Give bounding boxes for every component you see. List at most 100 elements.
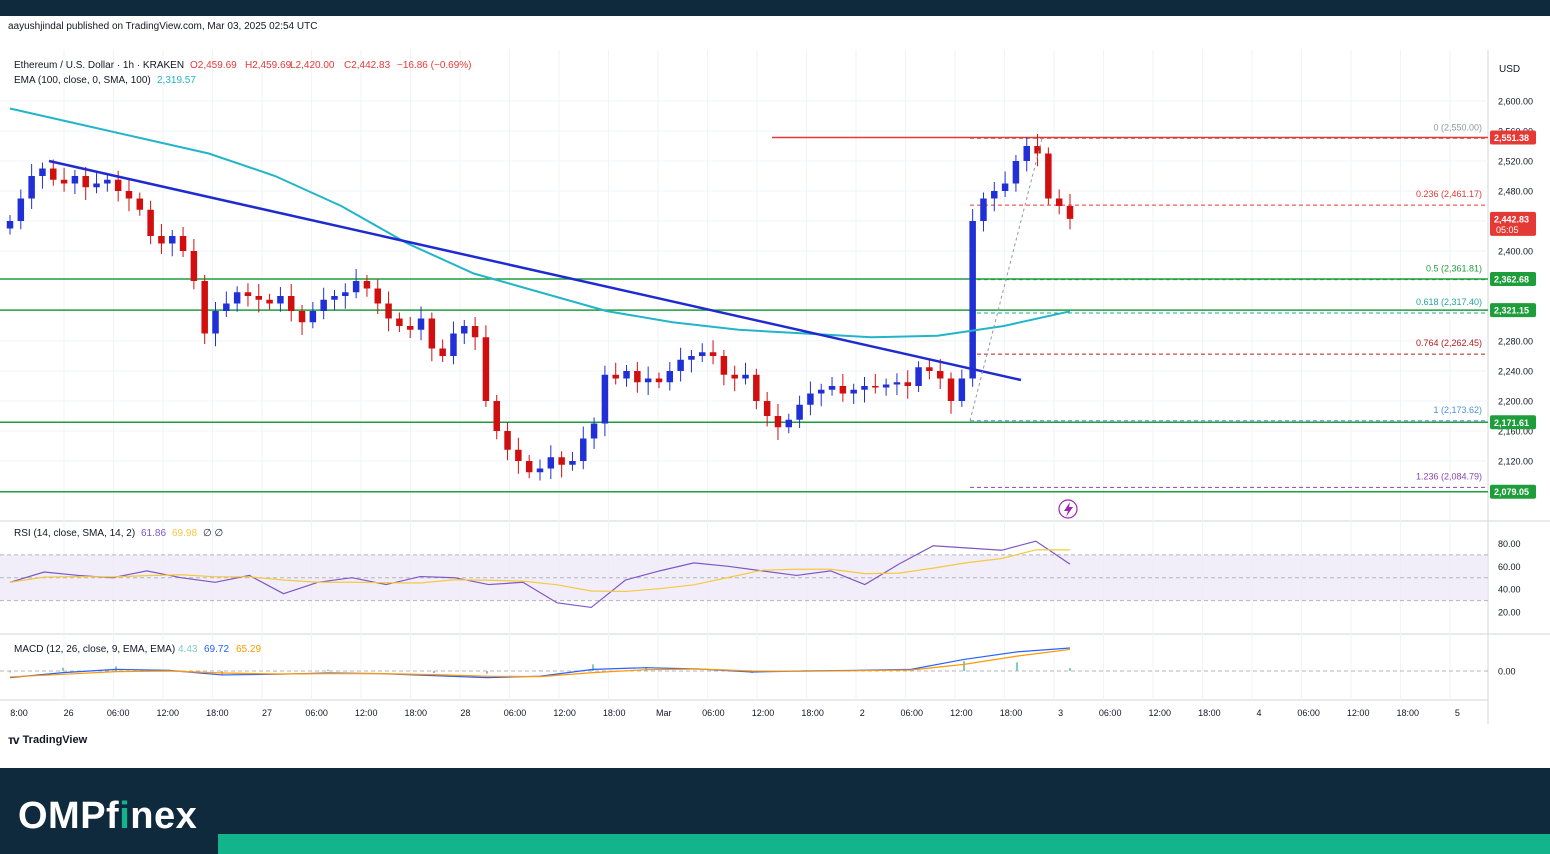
time-tick-label: 06:00 xyxy=(901,708,924,718)
candle-body xyxy=(190,251,198,281)
candle-body xyxy=(1023,146,1030,161)
tradingview-mark-icon: ᴛᴠ xyxy=(8,733,20,747)
time-tick-label: 26 xyxy=(64,708,74,718)
candle-body xyxy=(688,356,695,360)
currency-label[interactable]: USD xyxy=(1499,64,1520,75)
time-tick-label: 18:00 xyxy=(603,708,626,718)
legend-open: O2,459.69 xyxy=(190,60,237,71)
price-tag-countdown: 05:05 xyxy=(1496,225,1519,235)
candle-body xyxy=(309,311,317,323)
candle-body xyxy=(223,303,230,311)
candle-body xyxy=(320,299,327,311)
macd-histogram-bar xyxy=(1016,662,1018,671)
price-tag xyxy=(1490,271,1536,286)
candle-body xyxy=(1045,153,1052,199)
fib-label: 0.236 (2,461.17) xyxy=(1416,189,1482,199)
candle-body xyxy=(731,374,738,379)
time-tick-label: 06:00 xyxy=(504,708,527,718)
fib-label: 0.764 (2,262.45) xyxy=(1416,338,1482,348)
rsi-tick-label: 20.00 xyxy=(1498,608,1521,618)
macd-label: MACD (12, 26, close, 9, EMA, EMA) xyxy=(14,644,175,655)
time-tick-label: 5 xyxy=(1455,708,1460,718)
price-tag-label: 2,079.05 xyxy=(1494,487,1529,497)
time-tick-label: 3 xyxy=(1058,708,1063,718)
time-tick-label: 12:00 xyxy=(950,708,973,718)
price-tick-label: 2,160.00 xyxy=(1498,427,1533,437)
candle-body xyxy=(807,393,814,405)
price-tag-label: 2,551.38 xyxy=(1494,133,1529,143)
time-tick-label: 06:00 xyxy=(1297,708,1320,718)
price-tick-label: 2,480.00 xyxy=(1498,187,1533,197)
macd-histogram-bar xyxy=(62,667,64,671)
candle-body xyxy=(525,461,533,473)
support-resistance-lines xyxy=(0,136,1488,493)
candle-body xyxy=(277,296,284,304)
time-tick-label: Mar xyxy=(656,708,672,718)
candle-body xyxy=(839,386,847,394)
brand-suffix: nex xyxy=(130,795,198,837)
candle-body xyxy=(255,296,263,300)
candle-body xyxy=(114,179,122,191)
price-tick-label: 2,600.00 xyxy=(1498,97,1533,107)
candle-body xyxy=(612,374,619,379)
candle-body xyxy=(926,367,933,371)
rsi-lines xyxy=(9,540,1071,609)
candle-body xyxy=(385,303,392,319)
time-tick-label: 18:00 xyxy=(1397,708,1420,718)
candle-body xyxy=(331,296,338,300)
candle-body xyxy=(817,389,825,394)
time-axis: 8:00 26 06:00 12:00 18:00 27 06:00 12:00 18:00 28… xyxy=(10,708,1460,718)
legend-change: −16.86 (−0.69%) xyxy=(397,60,472,71)
candle-body xyxy=(753,374,760,401)
time-tick-label: 12:00 xyxy=(355,708,378,718)
candle-body xyxy=(244,292,252,296)
price-tick-label: 2,200.00 xyxy=(1498,397,1533,407)
price-tick-label: 2,280.00 xyxy=(1498,337,1533,347)
price-chart[interactable]: 0 (2,550.00) 0.236 (2,461.17) 0.5 (2,361.8… xyxy=(0,50,1550,730)
candle-body xyxy=(266,299,273,304)
time-tick-label: 4 xyxy=(1256,708,1261,718)
candle-body xyxy=(882,384,890,388)
candle-body xyxy=(785,419,793,428)
price-tag xyxy=(1490,130,1536,145)
candle-body xyxy=(861,386,868,390)
candle-body xyxy=(125,191,133,199)
time-tick-label: 18:00 xyxy=(405,708,428,718)
candle-body xyxy=(547,457,555,469)
price-tag xyxy=(1490,415,1536,430)
candle-body xyxy=(666,371,674,383)
candle-body xyxy=(623,371,630,379)
publisher-line: aayushjindal published on TradingView.co… xyxy=(8,21,318,32)
price-tag-label: 2,442.83 xyxy=(1494,214,1529,224)
fib-label: 1.236 (2,084.79) xyxy=(1416,471,1482,481)
candle-body xyxy=(958,378,966,401)
candle-body xyxy=(904,382,911,386)
price-tag-label: 2,171.61 xyxy=(1494,418,1529,428)
candle-body xyxy=(936,371,944,379)
brand-prefix: OMPf xyxy=(18,795,120,837)
time-tick-label: 18:00 xyxy=(206,708,229,718)
candle-body xyxy=(60,179,68,184)
macd-histogram-bar xyxy=(274,671,276,672)
candle-body xyxy=(212,311,219,334)
candle-body xyxy=(169,236,176,244)
candle-body xyxy=(872,386,879,388)
lightning-icon[interactable] xyxy=(1058,499,1078,519)
rsi-band xyxy=(0,554,1488,602)
candle-body xyxy=(147,209,154,236)
time-tick-label: 12:00 xyxy=(1347,708,1370,718)
candle-body xyxy=(1066,206,1074,219)
fib-label: 0.618 (2,317.40) xyxy=(1416,297,1482,307)
candle-body xyxy=(774,416,782,428)
candle-body xyxy=(1055,198,1063,206)
tradingview-logo[interactable]: ᴛᴠ TradingView xyxy=(8,733,87,747)
rsi-tick-label: 60.00 xyxy=(1498,562,1521,572)
time-tick-label: 8:00 xyxy=(10,708,28,718)
time-tick-label: 06:00 xyxy=(107,708,130,718)
fib-connector-line xyxy=(969,138,1043,421)
time-tick-label: 18:00 xyxy=(1000,708,1023,718)
candle-body xyxy=(406,326,414,330)
time-tick-label: 18:00 xyxy=(1198,708,1221,718)
candle-body xyxy=(677,359,684,371)
